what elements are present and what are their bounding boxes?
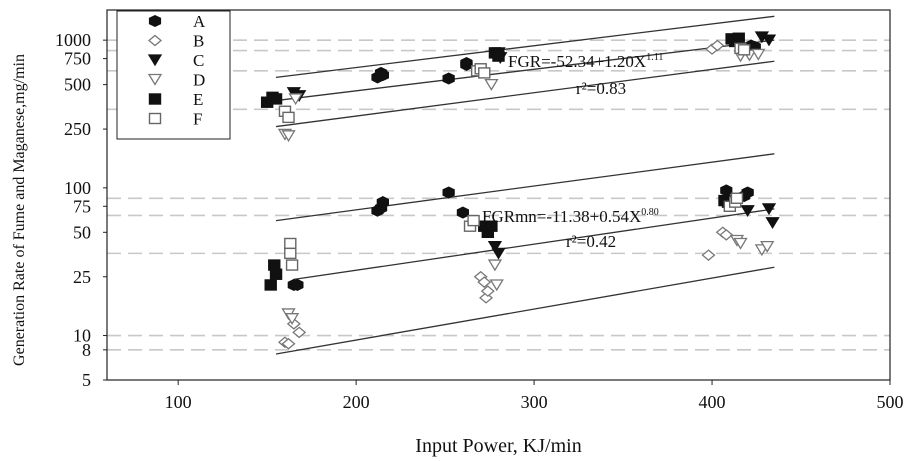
- point-f: [730, 192, 744, 204]
- fgr-equation: FGR=-52.34+1.20X1.11: [508, 52, 663, 71]
- y-tick-label: 750: [64, 49, 91, 69]
- point-d: [489, 279, 504, 292]
- legend-label-a: A: [193, 12, 206, 31]
- point-c: [487, 240, 503, 253]
- point-f: [467, 214, 480, 227]
- point-e: [268, 259, 281, 271]
- point-b: [480, 285, 495, 297]
- legend-label-f: F: [193, 110, 202, 129]
- fit-line-2-lower: [275, 266, 775, 355]
- y-tick-label: 100: [64, 178, 91, 198]
- legend-marker-e: [148, 93, 162, 105]
- point-d: [733, 237, 748, 250]
- point-a: [442, 186, 455, 199]
- point-a: [376, 69, 389, 82]
- point-f: [285, 259, 299, 271]
- fit-line-2-center: [293, 208, 775, 281]
- legend-label-e: E: [193, 90, 203, 109]
- point-c: [491, 247, 506, 260]
- point-f: [284, 247, 297, 260]
- point-d: [487, 259, 503, 272]
- legend-label-d: D: [193, 71, 205, 90]
- legend-box: [116, 10, 231, 140]
- point-d: [751, 48, 766, 61]
- y-tick-label: 5: [82, 370, 91, 390]
- point-b: [292, 326, 307, 339]
- point-c: [761, 34, 777, 47]
- x-axis-label: Input Power, KJ/min: [415, 435, 581, 457]
- point-d: [760, 240, 775, 253]
- point-a: [456, 206, 469, 219]
- fit-line-1-center: [275, 39, 775, 102]
- y-tick-label: 10: [73, 326, 91, 346]
- point-e: [264, 279, 277, 291]
- y-axis-label: Generation Rate of Fume and Maganese,mg/…: [11, 54, 28, 366]
- point-d: [288, 93, 303, 106]
- legend-label-c: C: [193, 51, 204, 70]
- y-tick-label: 1000: [55, 30, 91, 50]
- point-b: [477, 276, 492, 288]
- point-d: [284, 313, 300, 325]
- point-b: [710, 39, 725, 52]
- y-tick-label: 75: [73, 196, 91, 216]
- point-f: [284, 237, 297, 250]
- x-tick-label: 400: [699, 392, 726, 412]
- point-a: [720, 184, 733, 197]
- point-d: [281, 130, 296, 143]
- point-a: [460, 58, 473, 71]
- y-tick-label: 500: [64, 75, 91, 95]
- legend-marker-a: [148, 14, 162, 28]
- point-b: [701, 249, 716, 262]
- legend-marker-d: [147, 73, 163, 86]
- data-points: [260, 31, 780, 350]
- fit-line-1-upper: [275, 15, 775, 78]
- fgrmn-equation: FGRmn=-11.38+0.54X0.80: [482, 207, 659, 226]
- point-b: [719, 229, 734, 241]
- legend-marker-b: [147, 34, 163, 47]
- fit-line-2-upper: [275, 153, 775, 222]
- grid-bands: [107, 39, 890, 351]
- point-a: [442, 72, 455, 85]
- y-tick-label: 250: [64, 119, 91, 139]
- y-tick-label: 8: [82, 340, 91, 360]
- x-tick-label: 200: [343, 392, 370, 412]
- point-e: [485, 220, 498, 232]
- point-e: [269, 93, 283, 105]
- point-c: [740, 205, 755, 217]
- point-e: [492, 50, 505, 62]
- point-d: [484, 78, 499, 91]
- point-a: [291, 278, 304, 292]
- x-axis-ticks: 100 200 300 400 500: [165, 380, 904, 412]
- point-b: [281, 337, 296, 350]
- fit-line-1-lower: [275, 60, 775, 128]
- plot-frame: [106, 9, 891, 381]
- point-e: [732, 32, 745, 44]
- point-a: [741, 186, 754, 199]
- fgrmn-r-squared: r²=0.42: [566, 232, 616, 251]
- y-tick-label: 50: [73, 222, 91, 242]
- legend-marker-c: [147, 54, 163, 67]
- x-tick-label: 500: [877, 392, 904, 412]
- fgr-r-squared: r²=0.83: [576, 79, 626, 98]
- point-f: [282, 111, 295, 124]
- legend-label-b: B: [193, 32, 204, 51]
- point-f: [478, 67, 491, 79]
- point-c: [765, 217, 780, 230]
- y-tick-label: 25: [73, 267, 91, 287]
- legend-marker-f: [148, 112, 162, 125]
- x-tick-label: 300: [521, 392, 548, 412]
- x-tick-label: 100: [165, 392, 192, 412]
- equation-annotations: FGR=-52.34+1.20X1.11 r²=0.83 FGRmn=-11.3…: [482, 52, 663, 251]
- point-a: [376, 196, 389, 209]
- point-c: [761, 203, 777, 216]
- regression-lines: [275, 15, 775, 355]
- point-f: [737, 44, 751, 56]
